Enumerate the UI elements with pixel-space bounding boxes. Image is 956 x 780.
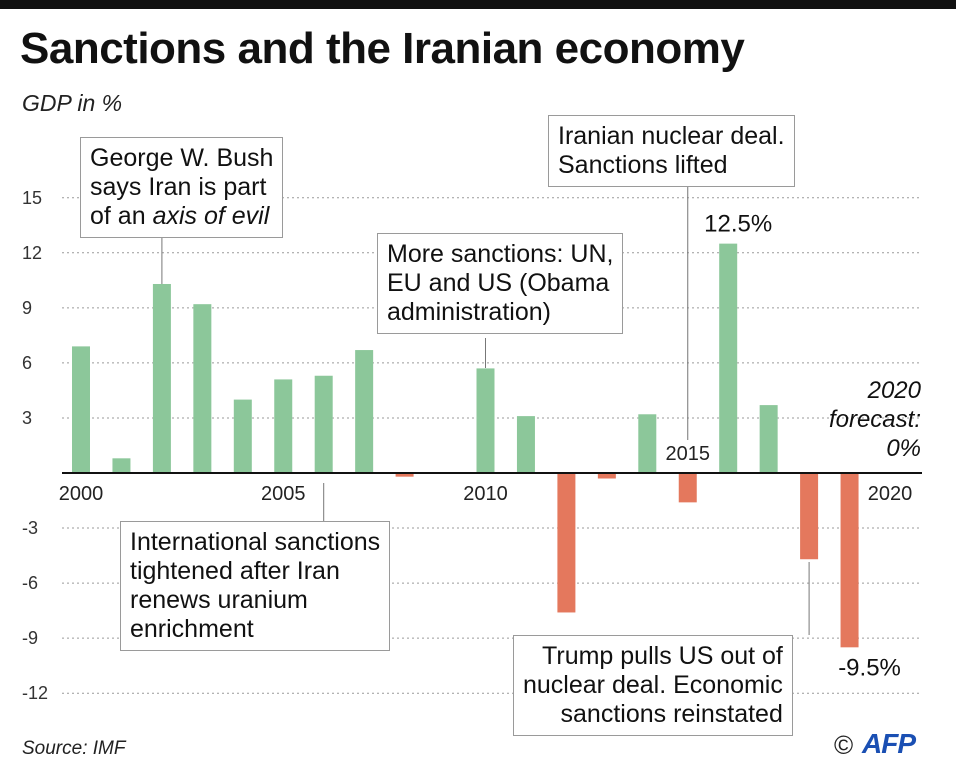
bar-2018: [800, 473, 819, 560]
y-tick-label: -9: [22, 628, 38, 648]
y-tick-label: 3: [22, 408, 32, 428]
chart-subtitle: GDP in %: [22, 90, 123, 116]
bar-2013: [597, 473, 616, 479]
bar-2015: [678, 473, 697, 503]
annotation-line: enrichment: [130, 615, 254, 643]
bar-2010: [476, 368, 495, 473]
annotation-line: International sanctions: [130, 528, 381, 556]
annotation-bush-axis-of-evil: George W. Bush says Iran is part of an a…: [80, 137, 284, 238]
x-tick-label-2020: 2020: [868, 483, 913, 505]
bars: [72, 243, 859, 648]
bar-2008: [395, 473, 414, 477]
y-tick-label: -3: [22, 518, 38, 538]
forecast-label-line: 2020: [867, 377, 922, 404]
annotation-line: EU and US (Obama: [387, 269, 610, 297]
x-tick-label-2015: 2015: [666, 443, 711, 465]
bar-2016: [719, 243, 738, 473]
source-note: Source: IMF: [22, 738, 126, 759]
bar-2019: [840, 473, 859, 648]
annotation-trump-pulls-out: Trump pulls US out of nuclear deal. Econ…: [513, 635, 793, 736]
forecast-label-line: 0%: [886, 435, 921, 462]
annotation-line: says Iran is part: [90, 173, 267, 201]
annotation-leaders: [161, 186, 810, 635]
annotation-line: Iranian nuclear deal.: [558, 122, 785, 150]
annotation-line: nuclear deal. Economic: [523, 671, 783, 699]
bar-2001: [112, 458, 131, 473]
y-tick-label: 12: [22, 243, 42, 263]
bar-2002: [152, 283, 171, 473]
copyright-symbol: ©: [834, 730, 854, 760]
x-tick-label-2005: 2005: [261, 483, 306, 505]
bar-2006: [314, 375, 333, 473]
x-tick-label-2000: 2000: [59, 483, 104, 505]
forecast-label-line: forecast:: [829, 406, 921, 433]
data-label-2019: -9.5%: [838, 654, 901, 681]
bar-2017: [759, 405, 778, 473]
bar-2000: [72, 346, 90, 473]
chart-title: Sanctions and the Iranian economy: [20, 24, 745, 73]
annotation-line: Sanctions lifted: [558, 151, 728, 179]
annotation-line: renews uranium: [130, 586, 308, 614]
annotation-line: More sanctions: UN,: [387, 240, 614, 268]
annotation-line: administration): [387, 298, 551, 326]
top-rule: [0, 0, 956, 9]
annotation-line: sanctions reinstated: [560, 700, 783, 728]
bar-2007: [355, 350, 374, 473]
bar-2011: [516, 416, 535, 473]
annotation-nuclear-deal: Iranian nuclear deal. Sanctions lifted: [548, 115, 795, 187]
annotation-line: Trump pulls US out of: [542, 642, 783, 670]
annotation-more-sanctions: More sanctions: UN, EU and US (Obama adm…: [377, 233, 624, 334]
y-tick-label: 15: [22, 188, 42, 208]
y-tick-label: 9: [22, 298, 32, 318]
y-tick-label: -12: [22, 683, 48, 703]
bar-2003: [193, 304, 212, 473]
bar-2012: [557, 473, 576, 613]
annotation-line: tightened after Iran: [130, 557, 340, 585]
annotation-line: George W. Bush: [90, 144, 274, 172]
annotation-international-sanctions: International sanctions tightened after …: [120, 521, 391, 651]
y-tick-label: 6: [22, 353, 32, 373]
y-tick-label: -6: [22, 573, 38, 593]
bar-2014: [638, 414, 657, 473]
data-label-2016: 12.5%: [704, 211, 772, 238]
x-tick-label-2010: 2010: [463, 483, 508, 505]
annotation-emphasis: axis of evil: [152, 202, 270, 230]
bar-2005: [274, 379, 293, 473]
annotation-line: of an axis of evil: [90, 202, 270, 230]
bar-2004: [233, 399, 252, 473]
afp-logo: AFP: [862, 728, 916, 759]
labels: 15 12 9 6 3 -3 -6 -9 -12 2000 2005 2010 2015 2020 12.5…: [22, 188, 922, 703]
